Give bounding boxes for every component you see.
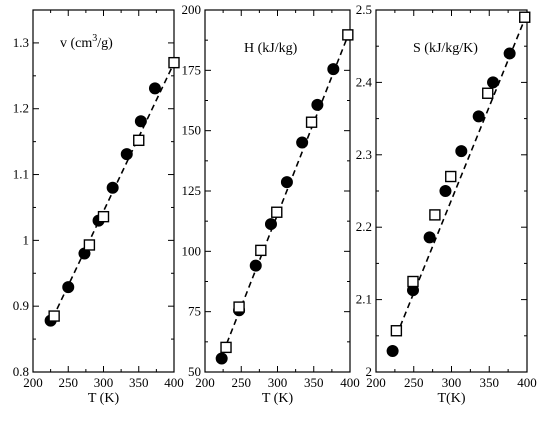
y-tick-label: 175	[182, 62, 202, 77]
data-point-circle	[148, 82, 161, 95]
x-tick-label: 200	[23, 375, 43, 390]
x-tick-label: 300	[268, 375, 288, 390]
y-tick-label: 0.8	[13, 364, 29, 379]
y-tick-label: 0.9	[13, 298, 29, 313]
y-tick-label: 2.5	[356, 2, 372, 17]
data-point-circle	[296, 136, 309, 149]
x-tick-label: 400	[517, 375, 537, 390]
data-point-circle	[120, 148, 133, 161]
data-point-circle	[106, 181, 119, 194]
data-point-circle	[487, 76, 500, 89]
data-point-circle	[439, 185, 452, 197]
data-point-circle	[280, 176, 293, 189]
x-axis-label: T(K)	[438, 391, 466, 406]
y-tick-label: 1.3	[13, 35, 29, 50]
y-tick-label: 100	[182, 243, 202, 258]
data-point-square	[445, 170, 457, 183]
y-tick-label: 200	[182, 2, 202, 17]
data-point-circle	[264, 218, 277, 231]
panel-title: v (cm3/g)	[60, 33, 113, 51]
data-point-square	[390, 325, 403, 337]
data-point-circle	[472, 110, 485, 123]
y-tick-label: 75	[188, 304, 201, 319]
y-tick-label: 2.3	[356, 147, 372, 162]
data-point-circle	[134, 115, 147, 128]
data-point-square	[429, 209, 441, 221]
data-point-square	[233, 301, 245, 313]
data-point-square	[342, 29, 354, 41]
x-tick-label: 200	[195, 375, 215, 390]
x-axis-label: T (K)	[88, 391, 120, 406]
x-tick-label: 350	[480, 375, 500, 390]
y-tick-label: 50	[188, 364, 201, 379]
panel-title: S (kJ/kg/K)	[413, 41, 478, 56]
fit-line	[222, 33, 350, 353]
data-point-circle	[215, 352, 228, 365]
y-tick-label: 1	[23, 232, 30, 247]
data-point-square	[133, 134, 145, 147]
fit-line	[52, 65, 174, 319]
x-tick-label: 200	[366, 375, 386, 390]
x-tick-label: 350	[129, 375, 149, 390]
data-point-square	[482, 87, 494, 99]
x-tick-label: 400	[164, 375, 184, 390]
x-axis-label: T (K)	[262, 391, 294, 406]
panel-3: 200 250 300 350 400 2 2.1 2.2 2.3 2.4 2.5 T(K) S (kJ…	[356, 2, 537, 406]
y-tick-label: 1.2	[13, 101, 29, 116]
data-point-square	[83, 239, 96, 251]
plot-frame	[375, 9, 528, 373]
plot-frame	[204, 9, 351, 373]
data-point-square	[271, 206, 283, 218]
data-point-square	[519, 11, 531, 23]
data-point-circle	[327, 63, 340, 76]
y-tick-label: 150	[182, 123, 202, 138]
data-point-circle	[386, 345, 399, 358]
x-tick-label: 250	[232, 375, 252, 390]
y-tick-label: 2.1	[356, 292, 372, 307]
x-tick-label: 300	[94, 375, 114, 390]
y-tick-label: 125	[182, 183, 202, 198]
data-point-square	[255, 244, 267, 257]
data-point-circle	[249, 259, 262, 272]
panel-title: H (kJ/kg)	[244, 41, 298, 56]
data-point-square	[48, 310, 60, 322]
data-point-square	[407, 275, 419, 288]
data-point-square	[168, 56, 180, 69]
data-point-square	[97, 210, 110, 223]
data-point-square	[305, 116, 318, 128]
y-tick-label: 2.4	[356, 74, 373, 89]
x-tick-label: 300	[442, 375, 462, 390]
data-point-circle	[503, 47, 516, 60]
fit-line	[395, 16, 527, 337]
x-tick-label: 400	[340, 375, 360, 390]
data-point-circle	[455, 145, 468, 158]
panel-1: 200 250 300 350 400 0.8 0.9 1 1.1 1.2 1.3 T (K) v (c…	[13, 9, 184, 406]
y-tick-label: 1.1	[13, 167, 29, 182]
data-point-circle	[423, 231, 436, 244]
x-tick-label: 250	[59, 375, 79, 390]
panel-2: 200 250 300 350 400 50 75 100 125 150 175 200 T (K) H…	[182, 2, 360, 406]
data-point-square	[220, 341, 232, 354]
x-tick-label: 250	[404, 375, 424, 390]
data-point-circle	[311, 98, 324, 111]
y-tick-label: 2	[366, 364, 373, 379]
x-tick-label: 350	[304, 375, 324, 390]
data-point-circle	[62, 281, 75, 294]
y-tick-label: 2.2	[356, 219, 372, 234]
